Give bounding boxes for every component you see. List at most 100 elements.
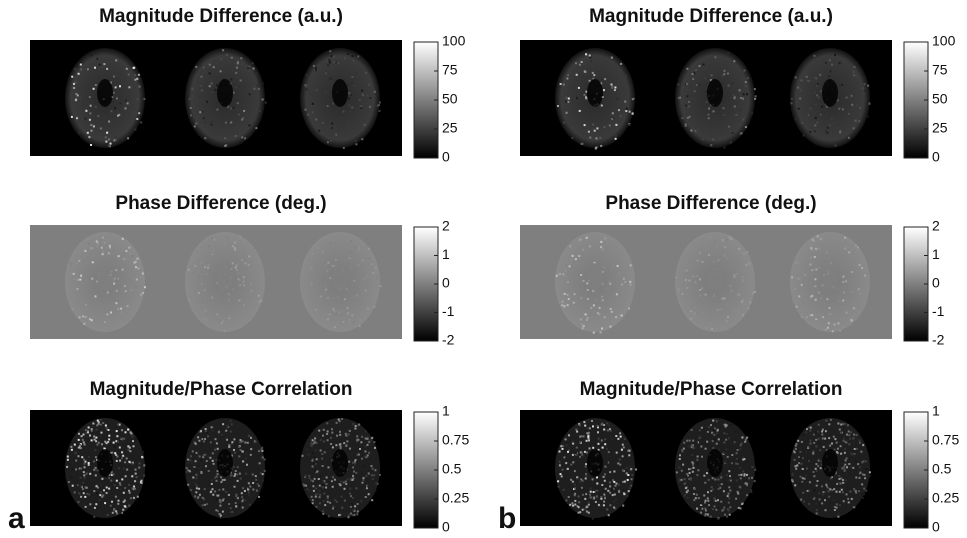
speckle (194, 265, 197, 268)
speckle (239, 477, 242, 480)
speckle (130, 289, 133, 292)
speckle (261, 98, 264, 101)
speckle (327, 261, 330, 264)
speckle (739, 448, 742, 451)
speckle (858, 476, 861, 479)
speckle (854, 306, 857, 309)
speckle (693, 312, 696, 315)
speckle (583, 508, 586, 511)
speckle (120, 510, 122, 513)
speckle (603, 500, 606, 503)
speckle (243, 254, 245, 257)
speckle (723, 493, 726, 496)
speckle (710, 74, 713, 77)
colorbar-tick-label: 2 (442, 218, 450, 234)
speckle (248, 487, 250, 490)
speckle (311, 499, 314, 502)
speckle (721, 250, 724, 253)
speckle (376, 275, 379, 278)
speckle (807, 114, 810, 116)
speckle (595, 137, 598, 140)
speckle (357, 438, 360, 441)
speckle (808, 489, 811, 492)
speckle (696, 455, 699, 458)
speckle (616, 265, 619, 267)
speckle (685, 104, 687, 107)
speckle (360, 105, 363, 108)
speckle (99, 127, 102, 130)
speckle (588, 427, 591, 430)
speckle (84, 486, 87, 489)
colorbar-tick-label: -1 (932, 303, 945, 319)
speckle (853, 433, 856, 436)
speckle (824, 328, 827, 331)
speckle (715, 420, 718, 423)
speckle (801, 468, 804, 470)
speckle (245, 433, 248, 436)
speckle (218, 434, 221, 437)
ventricle (822, 79, 838, 107)
speckle (73, 82, 75, 85)
speckle (204, 137, 207, 140)
speckle (210, 121, 213, 124)
speckle (335, 444, 338, 447)
speckle (97, 486, 99, 489)
speckle (722, 490, 725, 493)
speckle (847, 497, 850, 500)
speckle (845, 311, 848, 314)
speckle (94, 474, 97, 477)
speckle (868, 475, 871, 478)
speckle (618, 483, 621, 486)
speckle (816, 84, 818, 87)
speckle (138, 462, 141, 465)
speckle (94, 449, 97, 452)
speckle (849, 60, 852, 63)
speckle (852, 127, 855, 130)
speckle (127, 113, 130, 115)
speckle (608, 461, 611, 464)
speckle (77, 446, 80, 449)
speckle (698, 429, 701, 432)
speckle (725, 462, 728, 465)
speckle (601, 282, 604, 285)
speckle (749, 301, 752, 304)
speckle (696, 259, 699, 262)
speckle (675, 276, 678, 279)
speckle (116, 487, 119, 489)
speckle (846, 250, 849, 253)
speckle (861, 266, 864, 269)
speckle (312, 480, 315, 483)
speckle (197, 436, 200, 439)
speckle (815, 463, 818, 466)
speckle (624, 280, 627, 283)
speckle (598, 306, 601, 309)
speckle (816, 121, 819, 124)
speckle (261, 446, 264, 449)
speckle (331, 428, 333, 431)
speckle (835, 503, 838, 506)
speckle (219, 514, 222, 517)
speckle (861, 473, 864, 476)
speckle (244, 262, 247, 265)
speckle (189, 107, 192, 109)
speckle (735, 113, 738, 116)
speckle (806, 428, 808, 431)
speckle (855, 434, 858, 436)
speckle (620, 110, 623, 113)
speckle (600, 439, 603, 442)
speckle (235, 269, 238, 271)
speckle (104, 502, 107, 505)
speckle (847, 430, 850, 433)
speckle (330, 454, 333, 457)
speckle (746, 473, 748, 476)
speckle (737, 293, 740, 296)
speckle (719, 307, 722, 310)
speckle (326, 433, 329, 435)
speckle (863, 83, 866, 86)
speckle (344, 57, 347, 60)
speckle (71, 75, 74, 78)
speckle (559, 473, 562, 476)
speckle (257, 468, 260, 471)
speckle (705, 242, 708, 245)
speckle (74, 68, 77, 71)
